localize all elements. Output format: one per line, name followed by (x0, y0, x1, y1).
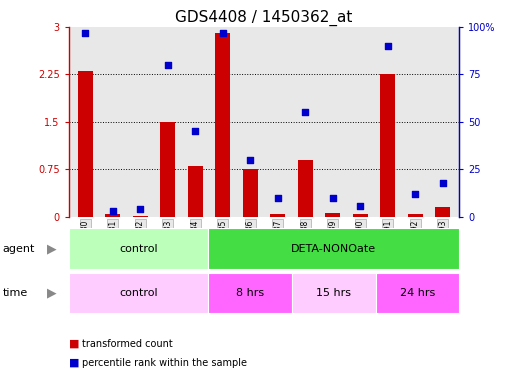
Bar (325, 213, 341, 217)
Bar (353, 214, 368, 217)
Point (191, 128, 200, 134)
Bar (270, 214, 285, 217)
Text: DETA-NONOate: DETA-NONOate (291, 243, 376, 254)
Text: time: time (3, 288, 28, 298)
Text: ■: ■ (69, 358, 79, 368)
Bar (133, 216, 148, 217)
Point (108, 208, 117, 214)
Point (439, 180, 447, 186)
Text: percentile rank within the sample: percentile rank within the sample (82, 358, 247, 368)
Text: ■: ■ (69, 339, 79, 349)
Text: agent: agent (3, 243, 35, 254)
Bar (69, 228, 208, 269)
Text: ▶: ▶ (47, 286, 56, 299)
Point (136, 206, 144, 212)
Bar (380, 74, 395, 217)
Point (81, 30, 89, 36)
Text: control: control (119, 243, 158, 254)
Point (219, 30, 227, 36)
Bar (215, 33, 230, 217)
Text: 24 hrs: 24 hrs (400, 288, 435, 298)
Bar (105, 214, 120, 217)
Point (328, 195, 337, 201)
Bar (435, 207, 450, 217)
Text: ▶: ▶ (47, 242, 56, 255)
Bar (298, 160, 313, 217)
Point (411, 191, 420, 197)
Point (384, 43, 392, 49)
Bar (160, 122, 175, 217)
Bar (408, 214, 423, 217)
Bar (69, 273, 208, 313)
Bar (243, 169, 258, 217)
Point (274, 195, 282, 201)
Point (246, 157, 254, 163)
Bar (78, 71, 93, 217)
Bar (208, 228, 459, 269)
Point (356, 202, 364, 209)
Text: transformed count: transformed count (82, 339, 173, 349)
Bar (292, 273, 375, 313)
Text: 8 hrs: 8 hrs (236, 288, 264, 298)
Text: control: control (119, 288, 158, 298)
Bar (208, 273, 292, 313)
Point (164, 62, 172, 68)
Text: 15 hrs: 15 hrs (316, 288, 351, 298)
Bar (187, 166, 203, 217)
Point (301, 109, 309, 116)
Text: GDS4408 / 1450362_at: GDS4408 / 1450362_at (175, 10, 353, 26)
Bar (375, 273, 459, 313)
